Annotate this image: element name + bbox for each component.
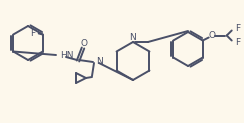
- Text: F: F: [30, 29, 36, 38]
- Text: N: N: [96, 56, 103, 66]
- Text: O: O: [81, 39, 88, 48]
- Text: HN: HN: [60, 52, 73, 61]
- Text: F: F: [235, 38, 240, 47]
- Text: N: N: [130, 33, 136, 43]
- Text: F: F: [235, 24, 240, 33]
- Text: O: O: [208, 31, 215, 40]
